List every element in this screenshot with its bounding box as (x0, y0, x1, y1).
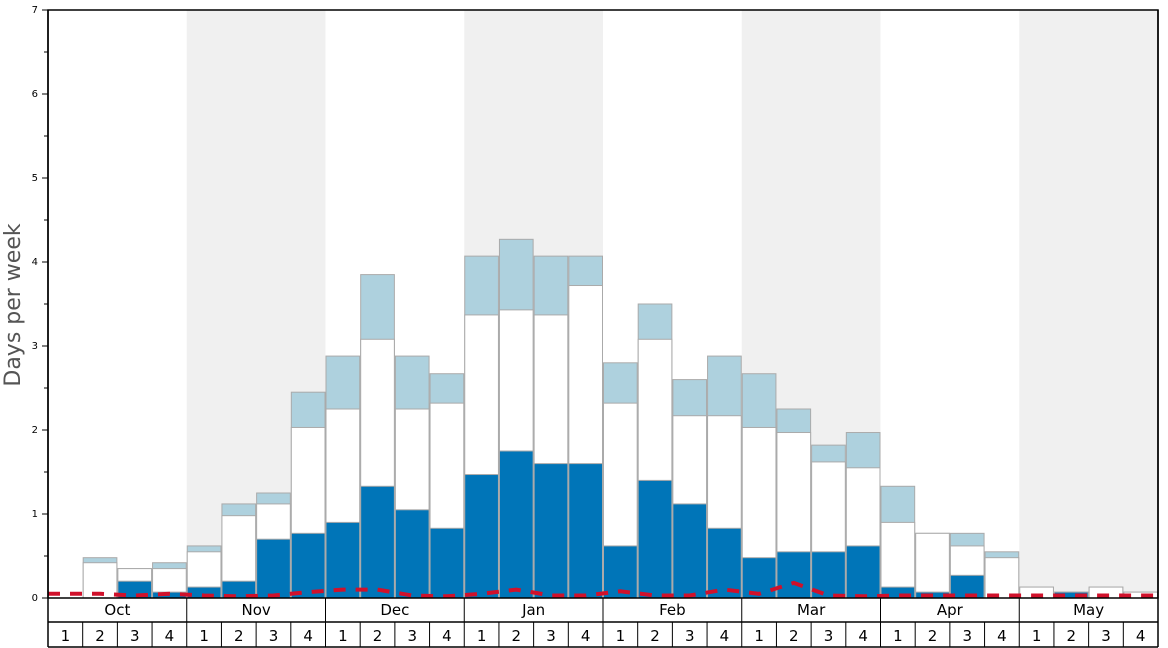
week-label: 4 (1136, 627, 1146, 645)
week-label: 4 (165, 627, 175, 645)
month-label-oct: Oct (104, 601, 130, 619)
bar-dark (360, 485, 395, 599)
month-shade-may (1019, 10, 1158, 598)
y-tick-label: 3 (32, 341, 38, 352)
y-tick-label: 6 (32, 89, 38, 100)
week-label: 3 (546, 627, 556, 645)
y-tick-label: 1 (32, 509, 38, 520)
bar-dark (394, 509, 430, 599)
week-label: 3 (685, 627, 695, 645)
week-label: 3 (962, 627, 972, 645)
week-label: 2 (512, 627, 522, 645)
week-label: 1 (754, 627, 764, 645)
week-label: 2 (373, 627, 383, 645)
y-tick-label: 0 (32, 593, 38, 604)
week-label: 3 (1101, 627, 1111, 645)
month-label-jan: Jan (521, 601, 545, 619)
month-label-may: May (1073, 601, 1104, 619)
week-label: 1 (893, 627, 903, 645)
bar-dark (568, 463, 603, 599)
week-label: 4 (720, 627, 730, 645)
week-label: 2 (650, 627, 660, 645)
week-label: 4 (858, 627, 868, 645)
week-label: 4 (303, 627, 313, 645)
month-label-feb: Feb (659, 601, 686, 619)
week-label: 2 (928, 627, 938, 645)
week-label: 1 (616, 627, 626, 645)
bars (82, 238, 1158, 599)
bar-dark (533, 463, 569, 599)
red-dashed-line (48, 580, 1158, 599)
bar-dark (290, 532, 326, 599)
week-label: 1 (1032, 627, 1042, 645)
bar-dark (741, 557, 777, 599)
week-label: 3 (407, 627, 417, 645)
week-label: 4 (442, 627, 452, 645)
month-label-apr: Apr (937, 601, 964, 619)
y-axis: 0 1 2 3 4 5 6 7 (32, 5, 48, 604)
week-label: 3 (269, 627, 279, 645)
bar-white (880, 521, 916, 599)
bar-dark (672, 503, 708, 599)
week-label: 1 (61, 627, 71, 645)
y-tick-label: 5 (32, 173, 38, 184)
y-tick-label: 4 (32, 257, 38, 268)
y-tick-label: 2 (32, 425, 38, 436)
bar-dark (637, 479, 673, 599)
bar-dark (811, 551, 846, 599)
bar-dark (498, 450, 534, 599)
week-label: 2 (95, 627, 105, 645)
month-label-nov: Nov (241, 601, 270, 619)
month-label-mar: Mar (797, 601, 826, 619)
y-tick-label: 7 (32, 5, 38, 16)
week-label: 1 (338, 627, 348, 645)
bar-white (915, 532, 950, 599)
week-label: 2 (789, 627, 799, 645)
trend-line (48, 580, 1158, 599)
y-axis-label: Days per week (1, 223, 26, 386)
week-label: 3 (130, 627, 140, 645)
week-label: 3 (824, 627, 834, 645)
month-label-dec: Dec (380, 601, 409, 619)
week-label: 4 (581, 627, 591, 645)
bar-dark (464, 474, 499, 599)
week-label: 4 (997, 627, 1007, 645)
week-label: 1 (477, 627, 487, 645)
bar-white (984, 557, 1020, 599)
bar-dark (256, 538, 291, 599)
bar-dark (776, 551, 812, 599)
week-label: 1 (199, 627, 209, 645)
bar-dark (845, 545, 881, 599)
bar-dark (429, 527, 465, 599)
bar-dark (325, 521, 361, 599)
week-label: 2 (234, 627, 244, 645)
week-label: 2 (1067, 627, 1077, 645)
x-axis: Oct 1 2 3 4 Nov 1 2 3 4 Dec 1 2 3 4 Jan 1 2 3 4 Feb 1 2 3 4 Mar 1 2… (61, 598, 1146, 647)
bar-dark (707, 527, 742, 599)
